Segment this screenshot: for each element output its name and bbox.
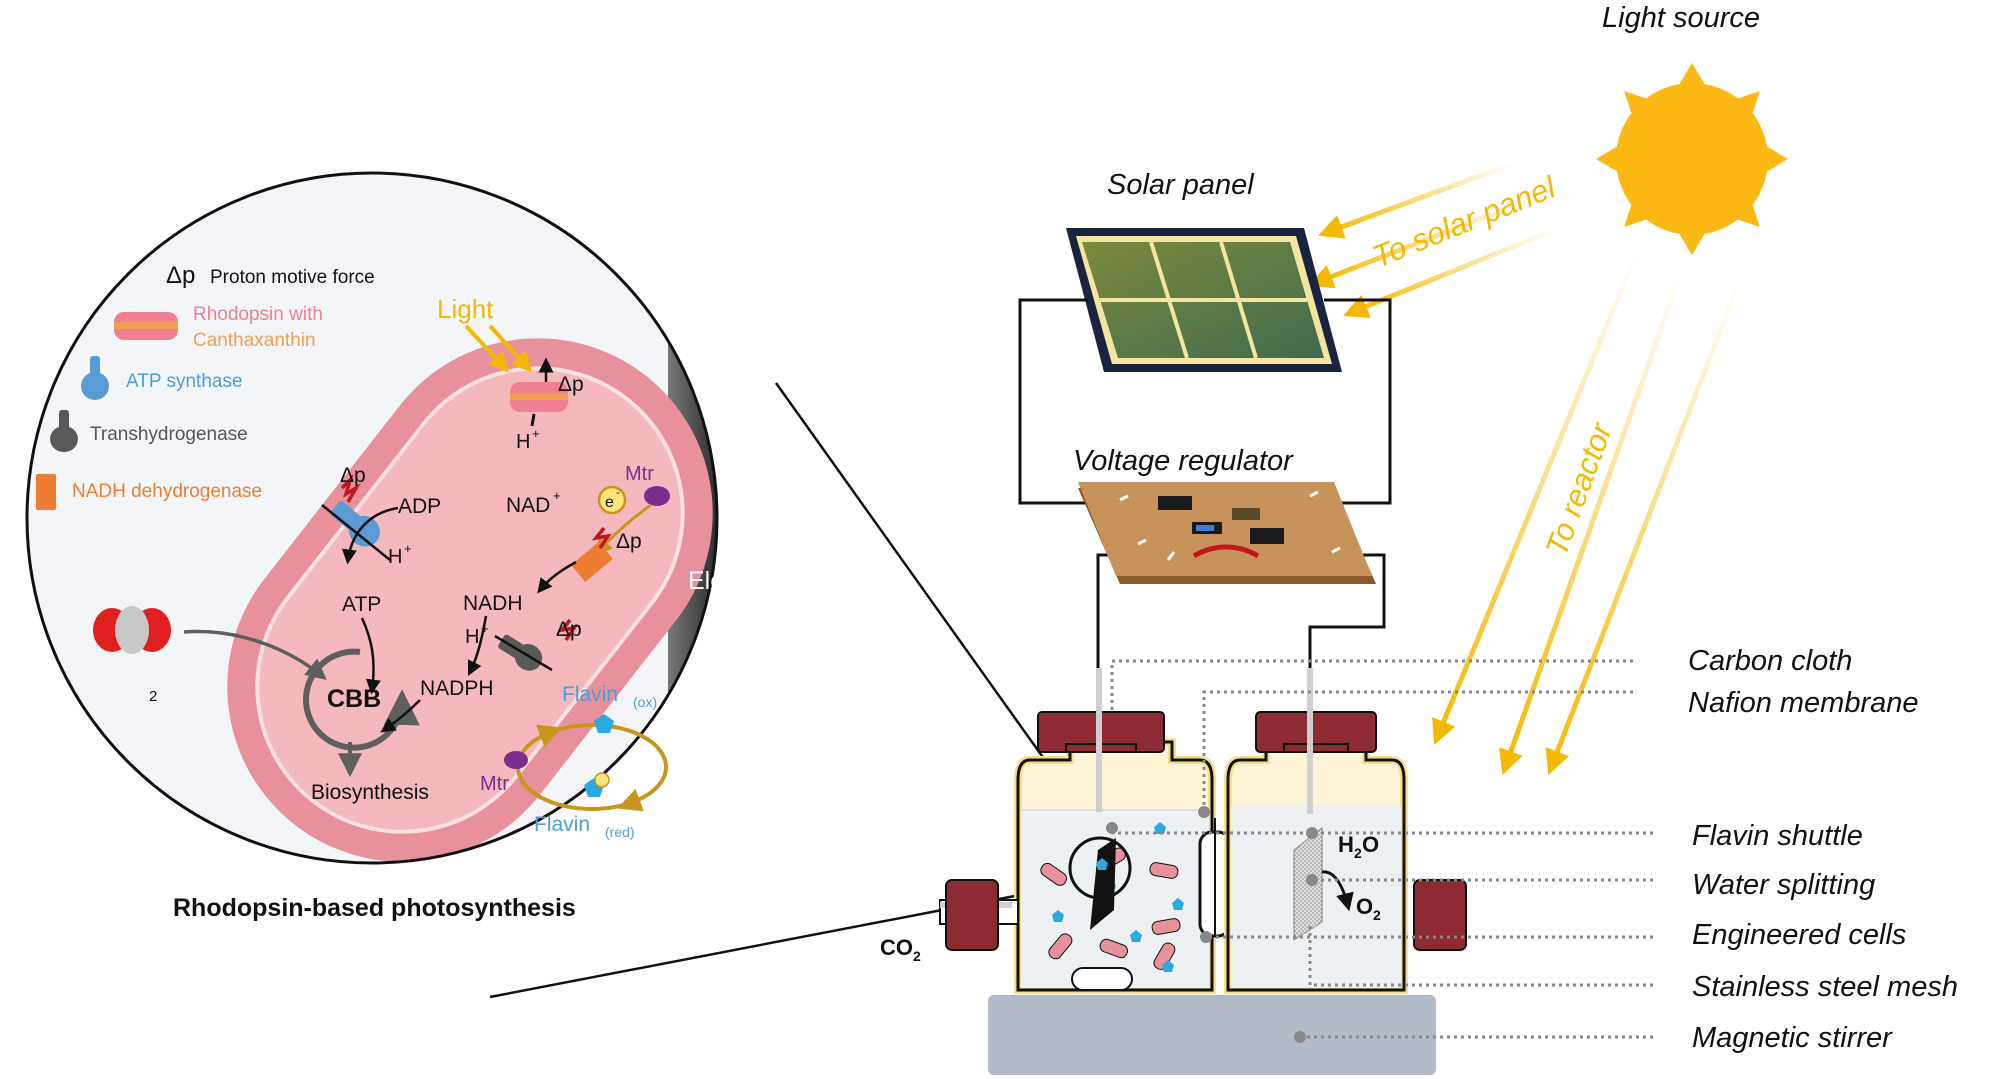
atp-synthase xyxy=(330,501,380,547)
circle-caption: Rhodopsin-based photosynthesis xyxy=(173,894,576,922)
mtr-outer-label: Mtr xyxy=(625,463,654,485)
flavin-cycle-arrow-bottom xyxy=(617,788,644,812)
nad-plus-label: NAD xyxy=(506,494,550,517)
co2-sub: 2 xyxy=(149,688,157,705)
adp-label: ADP xyxy=(398,495,441,518)
flavin-ox-label: Flavin xyxy=(562,683,618,706)
biosynthesis-label: Biosynthesis xyxy=(311,781,429,804)
light-label: Light xyxy=(437,294,494,324)
electron-minus: - xyxy=(616,487,620,499)
nadph-to-cbb-arrow xyxy=(380,699,421,733)
to-solar-panel-label: To solar panel xyxy=(1368,169,1562,274)
electron-icon xyxy=(597,485,627,515)
label-carbon-cloth: Carbon cloth xyxy=(1688,645,1852,677)
flavin-ox-icon xyxy=(594,714,614,733)
right-reactor xyxy=(1224,668,1467,994)
legend-dp-text: Proton motive force xyxy=(210,267,375,288)
flavin-ox-sub: (ox) xyxy=(633,694,657,710)
solar-panel xyxy=(1066,228,1342,372)
label-water-splitting: Water splitting xyxy=(1692,869,1875,901)
flavin-red-label: Flavin xyxy=(534,813,590,836)
flavin-cycle-arrow-top xyxy=(536,724,563,748)
electron-e: e xyxy=(605,494,614,511)
atp-synthase-h-plus: + xyxy=(404,541,412,556)
rhodopsin-h-label: H xyxy=(516,431,530,453)
electrode-label: Electrode xyxy=(688,567,794,595)
nad-plus-sup: + xyxy=(553,488,561,503)
water-splitting-arrow xyxy=(1321,870,1354,912)
leader-dots xyxy=(1106,806,1318,1043)
legend-nadh-dehydrogenase: NADH dehydrogenase xyxy=(72,481,262,502)
atp-synthase-dp-label: Δp xyxy=(340,464,366,487)
o2-sub: 2 xyxy=(1373,907,1381,923)
magnetic-stirrer xyxy=(988,995,1436,1075)
atp-label: ATP xyxy=(342,593,381,616)
nadh-dehydrogenase-legend-icon xyxy=(36,474,56,510)
co2-to-cbb-arrow xyxy=(183,629,327,680)
transhydrogenase-h-label: H xyxy=(465,626,479,648)
co2-molecule-icon xyxy=(93,606,171,654)
legend-dp-symbol: Δp xyxy=(166,262,195,289)
transhydrogenase-dp-label: Δp xyxy=(556,618,582,641)
mtr-inner xyxy=(504,751,528,769)
atp-to-cbb-arrow xyxy=(360,617,381,695)
label-engineered-cells: Engineered cells xyxy=(1692,919,1906,951)
voltage-regulator-board xyxy=(1078,482,1376,584)
nad-to-nadh-arrow xyxy=(537,560,577,594)
o2-o: O xyxy=(1356,894,1373,919)
h2o-sub: 2 xyxy=(1354,845,1362,861)
mtr-outer xyxy=(644,486,670,506)
solar-panel-label: Solar panel xyxy=(1107,169,1255,201)
rhodopsin-protein xyxy=(510,382,568,412)
legend-rhodopsin-line1: Rhodopsin with xyxy=(193,304,323,325)
rhodopsin-proton-dash xyxy=(530,413,536,427)
label-nafion-membrane: Nafion membrane xyxy=(1688,687,1919,719)
leader-lines xyxy=(1110,659,1653,1039)
h2o-h: H xyxy=(1338,832,1354,857)
to-reactor-label: To reactor xyxy=(1539,417,1620,561)
co2-inlet-sub: 2 xyxy=(913,948,921,964)
transhydrogenase-membrane-line xyxy=(494,634,553,672)
voltage-regulator-label: Voltage regulator xyxy=(1073,445,1294,477)
light-source-label: Light source xyxy=(1602,2,1760,34)
rhodopsin-legend-icon xyxy=(114,312,178,340)
light-ray-2 xyxy=(488,324,533,373)
rhodopsin-dp-label: Δp xyxy=(558,373,584,396)
legend-rhodopsin-line2: Canthaxanthin xyxy=(193,330,316,351)
flavin-red-sub: (red) xyxy=(605,824,635,840)
left-reactor xyxy=(939,668,1216,994)
nadh-to-nadph-arrow xyxy=(467,615,488,677)
label-stainless-steel-mesh: Stainless steel mesh xyxy=(1692,971,1958,1003)
light-ray-1 xyxy=(464,324,510,373)
mtr-inner-label: Mtr xyxy=(480,773,509,795)
nadh-dh-dp-label: Δp xyxy=(616,530,642,553)
rhodopsin-h-plus: + xyxy=(532,426,540,441)
flavin-red-electron xyxy=(594,772,610,788)
sun-icon xyxy=(1596,63,1788,255)
label-flavin-shuttle: Flavin shuttle xyxy=(1692,820,1863,852)
nadh-label: NADH xyxy=(463,592,523,615)
transhydrogenase-legend-icon xyxy=(50,410,78,452)
magnified-cell-view: Δp Proton motive force Rhodopsin with Ca… xyxy=(25,171,794,922)
nadh-dehydrogenase xyxy=(571,542,613,582)
h2o-o: O xyxy=(1362,832,1379,857)
atp-synthase-membrane-line xyxy=(321,504,391,561)
legend-transhydrogenase: Transhydrogenase xyxy=(90,424,248,445)
co2-inlet-label: CO xyxy=(880,935,913,960)
atp-synthase-dp-bolt xyxy=(340,473,361,503)
nadh-dh-dp-bolt xyxy=(591,526,612,549)
rays-to-reactor xyxy=(1432,249,1743,776)
adp-to-atp-arrow xyxy=(341,506,399,565)
legend-atp-synthase: ATP synthase xyxy=(126,371,243,392)
nadph-label: NADPH xyxy=(420,677,494,700)
transhydrogenase-dp-bolt xyxy=(557,618,578,641)
atp-synthase-h-label: H xyxy=(388,546,402,568)
atp-synthase-legend-icon xyxy=(81,356,109,400)
bacterial-cell xyxy=(227,338,713,862)
label-magnetic-stirrer: Magnetic stirrer xyxy=(1692,1022,1893,1054)
